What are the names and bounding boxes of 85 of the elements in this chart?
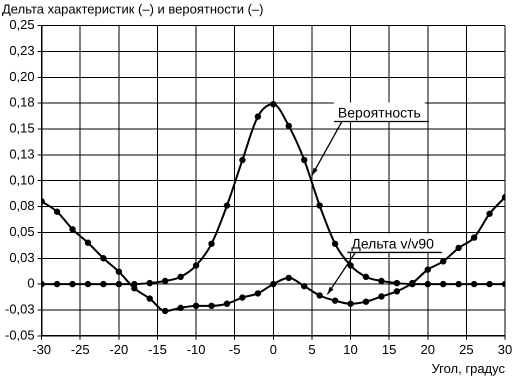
point	[224, 300, 230, 307]
point	[192, 262, 200, 269]
point	[54, 208, 60, 215]
x-tick-label: -5	[228, 342, 240, 358]
point	[239, 294, 246, 301]
x-axis-title: Угол, градус	[431, 360, 506, 376]
point	[192, 302, 200, 310]
point	[177, 274, 184, 280]
y-tick-label: 0,05	[9, 224, 35, 239]
y-tick-label: 0,03	[9, 250, 35, 265]
point	[486, 280, 493, 288]
point	[301, 156, 308, 164]
point	[254, 113, 262, 120]
x-tick-label: -20	[109, 342, 128, 358]
point	[270, 100, 277, 108]
point	[424, 266, 431, 273]
point	[146, 295, 153, 302]
x-tick-label: -25	[70, 342, 90, 358]
point	[440, 280, 446, 288]
point	[362, 298, 370, 305]
point	[286, 122, 292, 130]
annotation: Дельта v/v90	[351, 235, 434, 252]
point	[394, 288, 400, 295]
point	[378, 278, 385, 284]
point	[100, 255, 107, 262]
point	[332, 297, 338, 304]
point	[239, 156, 246, 164]
point	[316, 202, 323, 209]
x-tick-label: -10	[186, 342, 206, 358]
point	[146, 280, 153, 286]
point	[162, 278, 168, 284]
point	[254, 290, 262, 297]
point	[316, 292, 323, 299]
y-tick-label: 0,13	[9, 146, 35, 162]
y-tick-label: 0,18	[9, 94, 35, 110]
point	[100, 280, 107, 288]
point	[208, 240, 215, 247]
point	[378, 293, 385, 300]
chart-title: Дельта характеристик (–) и вероятности (–)	[2, 1, 264, 16]
x-tick-label: 10	[343, 342, 358, 358]
x-tick-label: 0	[270, 342, 277, 358]
point	[286, 274, 292, 282]
point	[270, 280, 277, 288]
point	[116, 268, 122, 275]
point	[486, 210, 493, 217]
point	[162, 308, 168, 314]
point	[455, 280, 462, 288]
y-tick-label: 0,25	[9, 17, 35, 32]
y-tick-label: 0,08	[9, 198, 35, 214]
point	[347, 300, 354, 307]
point	[394, 280, 400, 286]
point	[84, 240, 92, 246]
point	[116, 280, 122, 288]
y-tick-label: 0,23	[9, 43, 35, 58]
x-tick-label: 25	[459, 342, 474, 358]
x-tick-label: 20	[420, 342, 436, 358]
annotation: Вероятность	[338, 104, 421, 121]
point	[440, 258, 446, 265]
point	[470, 280, 478, 288]
y-tick-label: 0,15	[9, 120, 35, 136]
y-tick-label: -0,05	[4, 327, 35, 342]
point	[84, 280, 92, 288]
point	[69, 226, 76, 232]
y-tick-label: 0,10	[9, 172, 35, 188]
y-tick-label: -0,03	[4, 302, 35, 317]
point	[455, 244, 462, 252]
point	[301, 282, 308, 290]
point	[424, 280, 431, 288]
point	[362, 274, 370, 280]
point	[208, 302, 215, 310]
y-tick-label: 0,20	[9, 68, 35, 84]
y-tick-label: 0	[27, 276, 35, 291]
x-tick-label: -15	[148, 342, 167, 358]
point	[131, 280, 138, 288]
x-tick-label: 30	[498, 342, 512, 358]
point	[54, 280, 60, 288]
point	[69, 280, 76, 288]
point	[177, 304, 184, 312]
point	[470, 234, 478, 241]
point	[332, 240, 338, 247]
x-tick-label: 5	[308, 342, 316, 358]
point	[347, 262, 354, 269]
x-tick-label: 15	[382, 342, 396, 358]
x-tick-label: -30	[32, 342, 52, 358]
point	[224, 202, 230, 209]
